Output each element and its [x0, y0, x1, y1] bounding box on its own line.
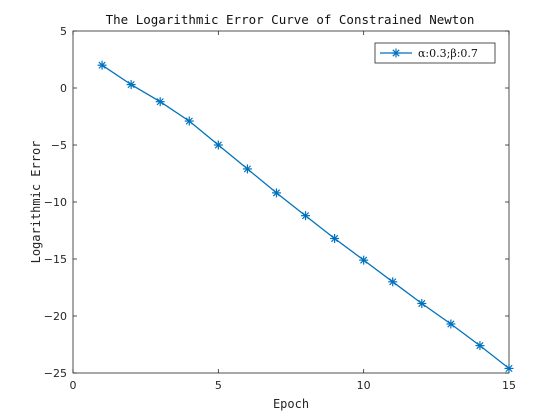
data-point — [504, 363, 514, 373]
data-point — [126, 80, 136, 90]
plot-marks — [97, 60, 514, 373]
data-point — [271, 188, 281, 198]
data-point — [301, 211, 311, 221]
data-point — [446, 319, 456, 329]
legend-label: α:0.3;β:0.7 — [418, 47, 478, 60]
data-point — [97, 60, 107, 70]
data-point — [184, 116, 194, 126]
y-tick-label: −5 — [51, 139, 67, 152]
data-point — [359, 255, 369, 265]
x-tick-label: 15 — [502, 379, 516, 392]
y-tick-label: 5 — [60, 25, 67, 38]
y-tick-label: −10 — [44, 196, 67, 209]
data-point — [155, 97, 165, 107]
y-tick-label: −20 — [44, 310, 67, 323]
data-point — [388, 277, 398, 287]
data-point — [417, 298, 427, 308]
data-point — [213, 140, 223, 150]
x-tick-label: 5 — [215, 379, 222, 392]
plot-area — [72, 30, 510, 374]
y-tick-label: 0 — [60, 82, 67, 95]
legend: α:0.3;β:0.7 — [374, 42, 496, 64]
data-point — [242, 164, 252, 174]
axis-ticks: 0 5 10 15 5 0 −5 −10 −15 −20 −25 — [44, 25, 516, 392]
y-tick-label: −15 — [44, 253, 67, 266]
y-axis-label: Logarithmic Error — [29, 141, 43, 264]
y-tick-label: −25 — [44, 367, 67, 380]
chart-title: The Logarithmic Error Curve of Constrain… — [106, 12, 475, 27]
x-axis-label: Epoch — [273, 397, 309, 411]
legend-asterisk — [391, 48, 401, 58]
data-point — [475, 341, 485, 351]
x-tick-label: 0 — [70, 379, 77, 392]
legend-box — [374, 42, 496, 64]
data-point — [330, 233, 340, 243]
legend-asterisk-icon — [391, 48, 401, 58]
x-tick-label: 10 — [357, 379, 371, 392]
